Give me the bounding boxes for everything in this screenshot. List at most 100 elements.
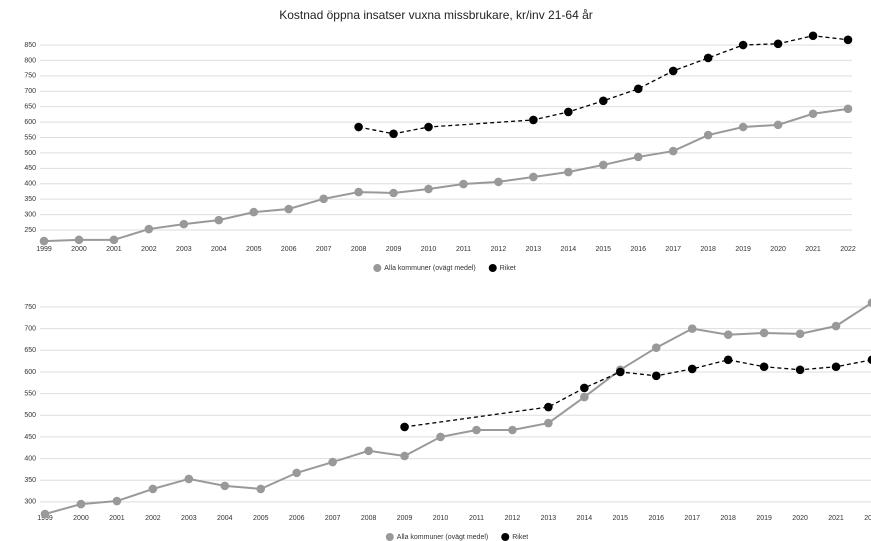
x-tick-label: 2006 <box>289 515 305 522</box>
x-tick-label: 2017 <box>684 515 700 522</box>
point <box>580 383 589 393</box>
x-tick-label: 2004 <box>211 246 227 253</box>
legend-marker <box>501 533 510 541</box>
x-tick-label: 2018 <box>700 246 716 253</box>
x-tick-label: 2013 <box>526 246 542 253</box>
x-tick-label: 2008 <box>351 246 367 253</box>
point <box>400 422 409 432</box>
y-tick-label: 750 <box>24 73 36 80</box>
point <box>687 364 697 374</box>
x-tick-label: 2011 <box>469 515 484 522</box>
point <box>831 321 841 331</box>
y-tick-label: 300 <box>24 211 36 218</box>
legend-label: Riket <box>500 265 516 272</box>
y-tick-label: 600 <box>24 369 36 376</box>
y-tick-label: 400 <box>24 455 36 462</box>
x-tick-label: 2002 <box>141 246 157 253</box>
x-tick-label: 2011 <box>456 246 471 253</box>
y-tick-label: 250 <box>24 227 36 234</box>
point <box>494 177 503 187</box>
x-tick-label: 2001 <box>109 515 125 522</box>
x-tick-label: 2022 <box>840 246 856 253</box>
point <box>808 31 818 41</box>
x-tick-label: 2018 <box>720 515 736 522</box>
y-tick-label: 650 <box>24 104 36 111</box>
y-tick-label: 400 <box>24 181 36 188</box>
point <box>616 367 625 377</box>
point <box>529 172 538 182</box>
point <box>319 194 328 204</box>
y-tick-label: 550 <box>24 134 36 141</box>
point <box>544 402 553 412</box>
x-tick-label: 2016 <box>630 246 646 253</box>
y-tick-label: 800 <box>24 57 36 64</box>
point <box>759 362 769 372</box>
point <box>564 107 573 117</box>
y-tick-label: 700 <box>24 88 36 95</box>
legend-marker <box>488 264 497 272</box>
x-tick-label: 2013 <box>541 515 557 522</box>
point <box>74 235 84 245</box>
legend-marker <box>385 533 394 541</box>
point <box>773 120 783 130</box>
series-line <box>44 302 871 515</box>
point <box>424 184 433 194</box>
point <box>564 167 573 177</box>
y-tick-label: 850 <box>24 42 36 49</box>
point <box>389 129 398 139</box>
point <box>723 330 733 339</box>
x-tick-label: 2001 <box>106 246 122 253</box>
point <box>214 215 224 225</box>
y-tick-label: 450 <box>24 165 36 172</box>
point <box>400 451 409 461</box>
point <box>668 146 678 156</box>
x-tick-label: 2015 <box>596 246 612 253</box>
point <box>580 392 589 402</box>
x-tick-label: 2019 <box>756 515 772 522</box>
point <box>599 96 608 106</box>
x-tick-label: 2021 <box>828 515 844 522</box>
point <box>179 219 189 229</box>
point <box>795 365 805 375</box>
point <box>651 343 661 352</box>
x-tick-label: 2010 <box>433 515 449 522</box>
y-tick-label: 700 <box>24 325 36 332</box>
series-line <box>43 107 849 243</box>
point <box>633 84 643 94</box>
y-tick-label: 450 <box>24 434 36 441</box>
legend: Alla kommuner (ovägt medel) Riket <box>385 533 528 541</box>
legend-marker <box>373 264 382 272</box>
point <box>738 122 748 132</box>
point <box>808 109 818 119</box>
point <box>424 122 433 132</box>
point <box>436 432 445 442</box>
x-tick-label: 2005 <box>246 246 262 253</box>
point <box>843 104 853 114</box>
point <box>40 509 50 519</box>
x-tick-label: 2007 <box>325 515 341 522</box>
point <box>354 187 363 197</box>
chart-title: Kostnad öppna insatser vuxna missbrukare… <box>279 8 593 22</box>
point <box>148 484 158 494</box>
point <box>544 418 553 428</box>
point <box>651 371 661 381</box>
y-tick-label: 350 <box>24 477 36 484</box>
x-tick-label: 2012 <box>491 246 507 253</box>
x-tick-label: 2014 <box>561 246 577 253</box>
y-tick-label: 500 <box>24 412 36 419</box>
point <box>687 324 697 333</box>
point <box>389 188 398 198</box>
x-tick-label: 2002 <box>145 515 161 522</box>
legend-label: Alla kommuner (ovägt medel) <box>384 265 475 272</box>
legend-label: Riket <box>512 534 528 541</box>
x-tick-label: 2009 <box>386 246 402 253</box>
x-tick-label: 2003 <box>176 246 192 253</box>
point <box>256 484 266 494</box>
point <box>220 481 230 491</box>
point <box>843 35 853 45</box>
point <box>795 329 805 339</box>
point <box>364 446 373 456</box>
y-tick-label: 500 <box>24 150 36 157</box>
x-tick-label: 2021 <box>805 246 821 253</box>
y-tick-label: 550 <box>24 390 36 397</box>
